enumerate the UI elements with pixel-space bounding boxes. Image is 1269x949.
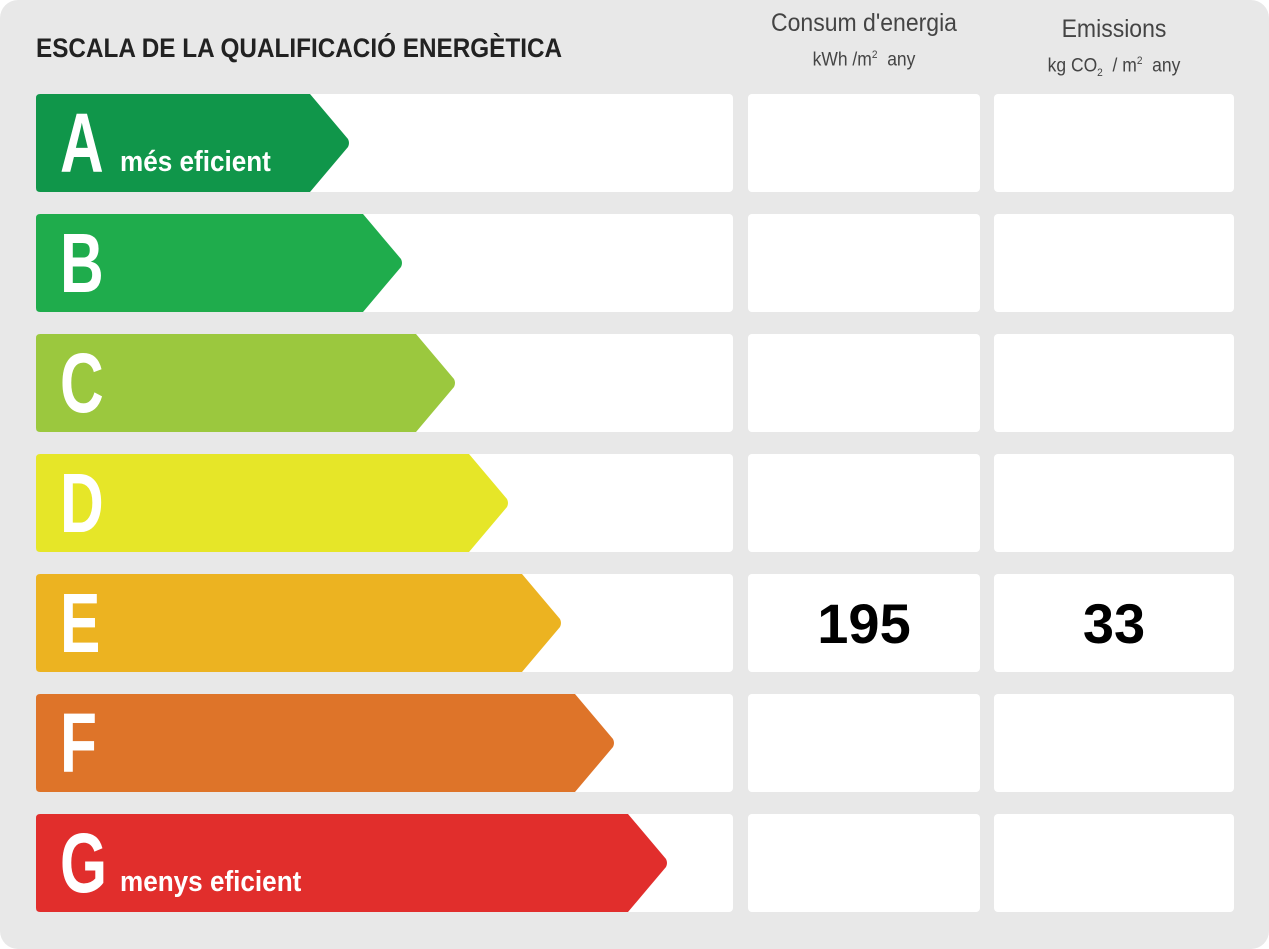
emissions-value-cell [994, 454, 1234, 552]
emissions-value-cell [994, 334, 1234, 432]
energy-column-title: Consum d'energia [771, 9, 957, 37]
rating-arrow-e: E [36, 574, 562, 672]
rating-subtitle: més eficient [120, 146, 271, 178]
rating-row-b: B [0, 214, 1269, 312]
rating-letter: D [60, 456, 104, 550]
emissions-value-cell: 33 [994, 574, 1234, 672]
rating-letter: F [60, 696, 97, 790]
energy-column-header: Consum d'energia kWh /m2 any [757, 6, 970, 75]
energy-value-cell [748, 214, 980, 312]
rating-arrow-d: D [36, 454, 509, 552]
rating-letter: B [60, 216, 104, 310]
rating-letter: A [60, 96, 104, 190]
scale-title: ESCALA DE LA QUALIFICACIÓ ENERGÈTICA [36, 33, 563, 63]
energy-value-cell [748, 94, 980, 192]
rating-arrow-shape [36, 574, 561, 672]
rating-row-f: F [0, 694, 1269, 792]
emissions-column-unit: kg CO2 / m2 any [1047, 55, 1181, 80]
emissions-column-title: Emissions [1061, 15, 1167, 43]
emissions-column-header: Emissions kg CO2 / m2 any [1004, 12, 1225, 88]
emissions-value-cell [994, 94, 1234, 192]
rating-letter: G [60, 816, 108, 910]
rating-arrow-shape [36, 454, 508, 552]
emissions-value-cell [994, 694, 1234, 792]
rating-row-e: E 195 33 [0, 574, 1269, 672]
rating-arrow-shape [36, 334, 455, 432]
rating-arrow-f: F [36, 694, 615, 792]
emissions-value-cell [994, 214, 1234, 312]
rating-arrow-shape [36, 214, 402, 312]
rating-arrow-b: B [36, 214, 403, 312]
rating-subtitle: menys eficient [120, 866, 302, 898]
rating-letter: C [60, 336, 104, 430]
emissions-value-cell [994, 814, 1234, 912]
rating-letter: E [60, 576, 101, 670]
rating-arrow-shape [36, 94, 349, 192]
energy-column-unit: kWh /m2 any [812, 49, 916, 71]
energy-value-cell [748, 814, 980, 912]
energy-value-cell [748, 694, 980, 792]
rating-row-d: D [0, 454, 1269, 552]
rating-arrow-c: C [36, 334, 456, 432]
rating-row-c: C [0, 334, 1269, 432]
rating-arrow-shape [36, 814, 667, 912]
rating-arrow-shape [36, 694, 614, 792]
energy-value-cell [748, 454, 980, 552]
energy-value-cell [748, 334, 980, 432]
energy-value-cell: 195 [748, 574, 980, 672]
